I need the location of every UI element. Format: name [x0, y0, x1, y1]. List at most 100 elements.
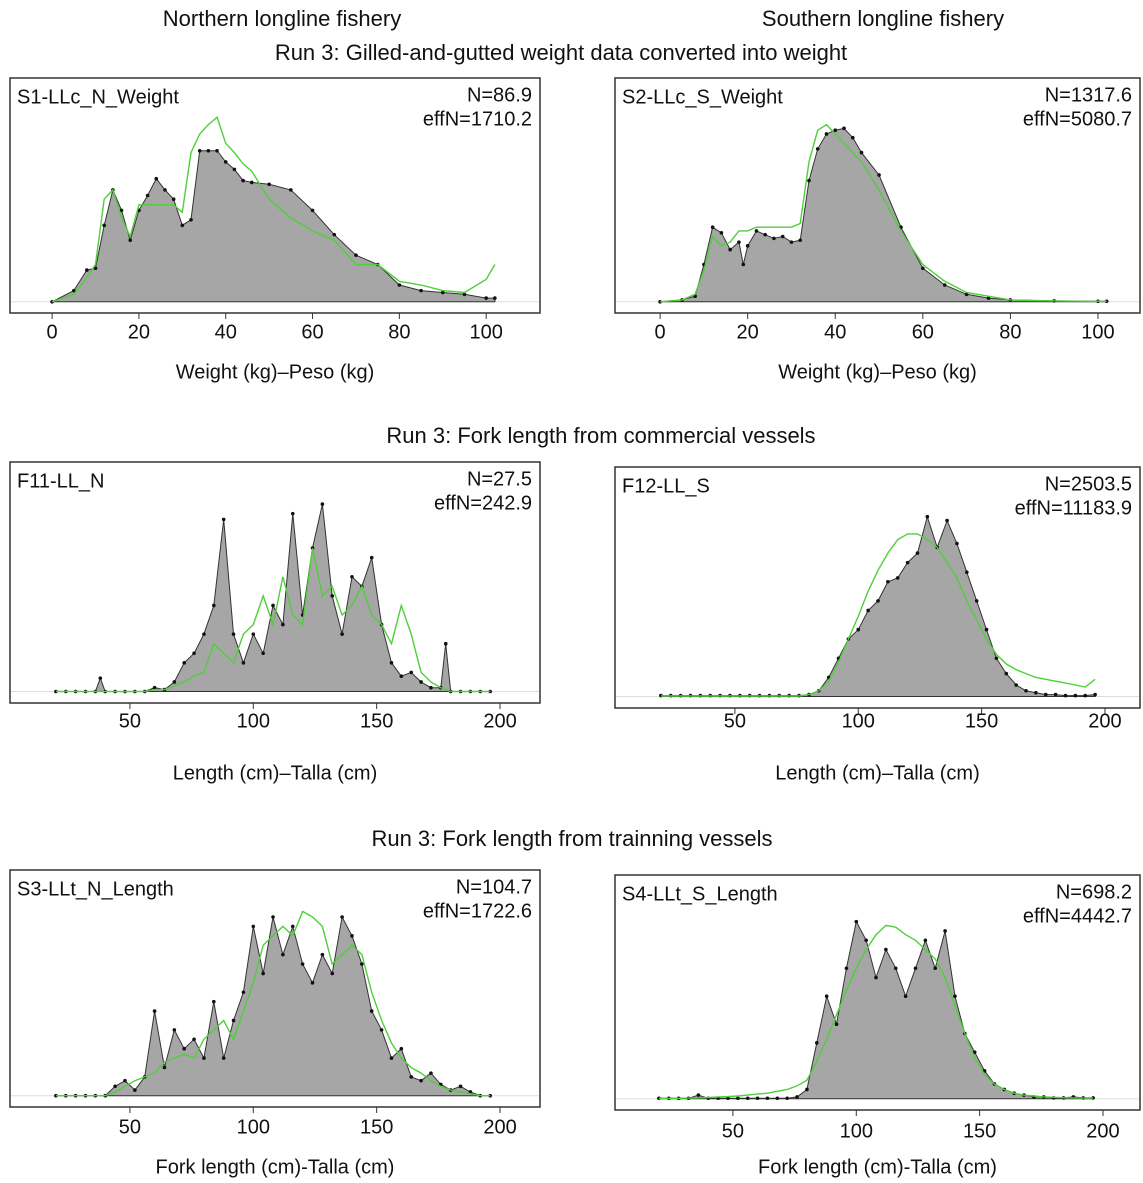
observed-point — [133, 1088, 137, 1092]
x-axis-label: Weight (kg)–Peso (kg) — [778, 361, 977, 383]
sample-size: N=698.2 — [1056, 881, 1132, 903]
observed-point — [876, 599, 880, 603]
observed-point — [854, 919, 859, 924]
observed-point — [290, 511, 295, 516]
observed-point — [974, 599, 979, 603]
observed-point — [737, 240, 741, 244]
observed-point — [1043, 692, 1048, 697]
expected-line — [55, 910, 491, 1097]
observed-point — [884, 947, 888, 952]
x-axis-label: Length (cm)–Talla (cm) — [173, 762, 378, 784]
x-tick-label: 20 — [737, 321, 759, 343]
observed-point — [824, 994, 829, 999]
observed-point — [350, 574, 354, 579]
observed-point — [409, 670, 414, 675]
observed-point — [807, 178, 811, 183]
observed-point — [241, 990, 246, 995]
x-tick-label: 150 — [963, 1120, 996, 1142]
sample-size: N=27.5 — [467, 468, 532, 490]
observed-point — [915, 551, 920, 555]
observed-point — [745, 244, 750, 248]
observed-point — [300, 962, 305, 966]
x-tick-label: 150 — [965, 710, 998, 732]
column-title: Northern longline fishery — [163, 6, 401, 31]
x-axis-label: Length (cm)–Talla (cm) — [775, 762, 980, 784]
observed-point — [98, 676, 103, 680]
observed-point — [163, 188, 167, 192]
observed-point — [267, 182, 271, 187]
observed-point — [1063, 693, 1068, 698]
observed-point — [54, 689, 58, 694]
observed-point — [340, 915, 344, 919]
observed-point — [429, 1071, 433, 1075]
observed-point — [281, 622, 285, 627]
observed-point — [458, 1084, 463, 1089]
observed-point — [399, 674, 404, 679]
observed-point — [251, 632, 256, 636]
observed-point — [925, 514, 930, 519]
observed-point — [658, 300, 662, 304]
observed-point — [795, 1095, 799, 1099]
observed-point — [696, 1093, 701, 1097]
observed-point — [1093, 692, 1097, 697]
observed-point — [192, 651, 196, 656]
observed-point — [212, 603, 216, 608]
observed-point — [895, 576, 900, 580]
observed-point — [1014, 683, 1018, 687]
observed-point — [789, 240, 794, 244]
observed-point — [123, 1078, 127, 1083]
sample-size: N=2503.5 — [1045, 473, 1132, 495]
observed-point — [231, 1018, 236, 1023]
observed-point — [842, 126, 846, 131]
observed-point — [745, 1096, 750, 1101]
observed-point — [933, 966, 938, 971]
x-tick-label: 150 — [360, 710, 393, 732]
observed-point — [232, 167, 237, 172]
observed-point — [182, 661, 186, 665]
x-tick-label: 50 — [724, 710, 746, 732]
observed-point — [369, 555, 374, 560]
observed-point — [877, 173, 881, 177]
observed-point — [154, 176, 159, 181]
x-tick-label: 200 — [1086, 1120, 1119, 1142]
observed-point — [182, 1046, 186, 1051]
x-tick-label: 0 — [655, 321, 666, 343]
observed-point — [172, 1028, 177, 1032]
observed-point — [310, 981, 315, 985]
observed-point — [785, 1096, 790, 1101]
expected-line — [660, 533, 1096, 697]
observed-point — [440, 290, 445, 295]
observed-point — [72, 288, 76, 293]
observed-point — [726, 1096, 730, 1101]
observed-point — [419, 680, 423, 684]
observed-area — [55, 915, 491, 1097]
effective-sample-size: effN=4442.7 — [1023, 905, 1132, 927]
observed-point — [119, 208, 124, 213]
panel-label: S1-LLc_N_Weight — [17, 86, 179, 108]
x-tick-label: 40 — [824, 321, 846, 343]
observed-point — [1053, 692, 1058, 697]
observed-point — [251, 924, 256, 929]
x-tick-label: 40 — [215, 321, 237, 343]
expected-line — [658, 924, 1094, 1100]
observed-point — [330, 594, 335, 598]
observed-point — [202, 1056, 206, 1060]
observed-point — [943, 929, 947, 933]
observed-point — [171, 197, 176, 202]
observed-point — [221, 517, 226, 522]
observed-point — [320, 952, 325, 957]
panel-label: S3-LLt_N_Length — [17, 878, 174, 900]
observed-point — [913, 966, 918, 971]
effective-sample-size: effN=1722.6 — [423, 900, 532, 922]
observed-point — [964, 292, 969, 297]
observed-point — [320, 502, 325, 506]
observed-point — [728, 247, 732, 252]
observed-point — [921, 266, 925, 271]
effective-sample-size: effN=11183.9 — [1015, 497, 1132, 519]
observed-point — [389, 1056, 394, 1060]
observed-point — [212, 999, 216, 1004]
observed-point — [736, 1096, 740, 1101]
sample-size: N=86.9 — [467, 84, 532, 106]
